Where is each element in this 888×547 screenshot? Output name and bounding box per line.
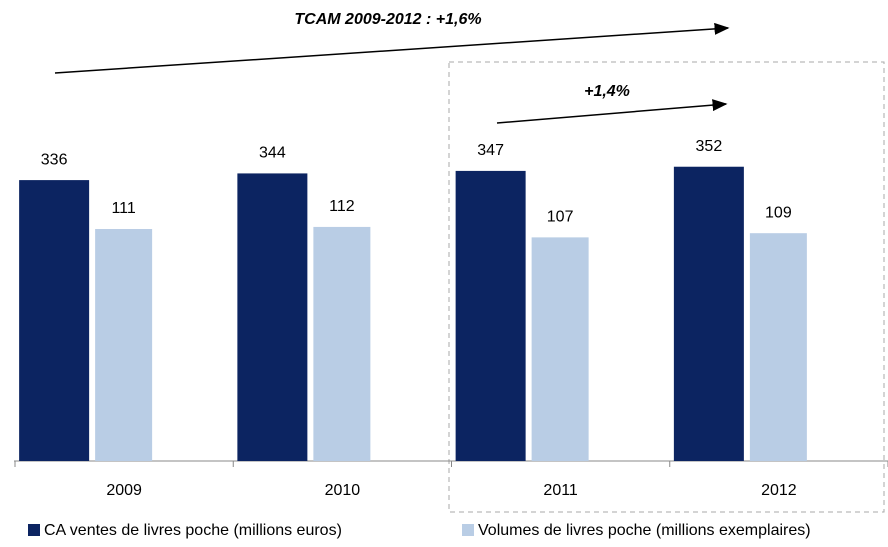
bar — [237, 173, 308, 461]
value-label: 336 — [41, 151, 68, 168]
annotation: +1,4% — [584, 83, 630, 100]
annotation: TCAM 2009-2012 : +1,6% — [294, 11, 481, 28]
highlight-box — [448, 61, 885, 513]
value-label: 347 — [477, 142, 504, 159]
x-tick-label: 2010 — [325, 482, 361, 499]
x-tick-label: 2011 — [543, 482, 578, 499]
trend-arrow — [54, 22, 730, 74]
value-label: 111 — [111, 200, 135, 217]
value-label: 344 — [259, 145, 286, 162]
legend-swatch — [462, 524, 474, 536]
value-label: 107 — [547, 209, 574, 226]
x-tick-label: 2012 — [761, 482, 797, 499]
legend-label: CA ventes de livres poche (millions euro… — [44, 522, 342, 539]
trend-arrow — [496, 99, 728, 124]
bar — [673, 166, 744, 461]
bar — [313, 226, 371, 461]
value-label: 352 — [696, 138, 723, 155]
legend-swatch — [28, 524, 40, 536]
bar — [749, 233, 807, 461]
bar — [531, 237, 589, 461]
value-label: 112 — [329, 198, 355, 215]
legend-label: Volumes de livres poche (millions exempl… — [478, 522, 811, 539]
value-label: 109 — [765, 204, 792, 221]
bar — [19, 180, 90, 461]
bar — [95, 229, 153, 461]
bar — [455, 170, 526, 461]
x-tick-label: 2009 — [106, 482, 142, 499]
